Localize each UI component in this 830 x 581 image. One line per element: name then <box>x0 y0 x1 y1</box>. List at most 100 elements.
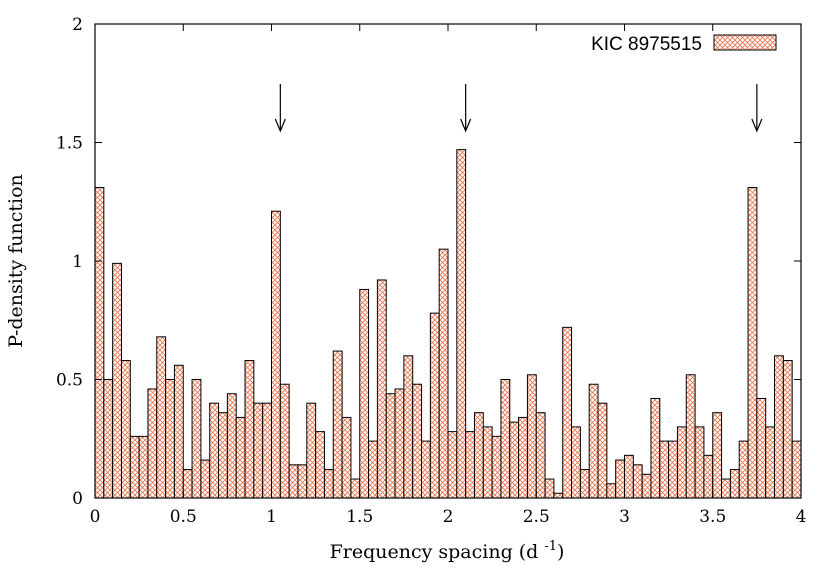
bar <box>218 412 228 499</box>
bar <box>173 364 184 499</box>
bar <box>518 416 528 499</box>
y-tick-label: 0.5 <box>56 371 83 391</box>
arrow-head <box>751 118 763 133</box>
bar <box>438 248 449 499</box>
bar <box>156 336 167 499</box>
bar <box>721 478 731 499</box>
bar <box>544 478 555 499</box>
bar <box>359 288 370 499</box>
bar <box>244 360 255 499</box>
bar <box>632 464 643 499</box>
bar <box>350 478 361 499</box>
x-axis-title-main: Frequency spacing (d <box>330 541 539 563</box>
x-axis-title-sup: -1 <box>544 539 557 554</box>
y-tick-label: 1 <box>72 252 83 272</box>
bar <box>235 416 246 499</box>
bar <box>729 469 740 499</box>
arrow-head <box>460 118 472 133</box>
x-tick-label: 1 <box>266 507 277 527</box>
bar <box>703 454 714 499</box>
bar <box>412 383 423 499</box>
bar <box>756 397 767 499</box>
bar <box>165 379 175 499</box>
bar <box>447 431 458 499</box>
bar <box>500 379 511 499</box>
bar <box>376 279 387 499</box>
bar <box>712 412 723 499</box>
bar <box>694 426 705 499</box>
x-tick-label: 0 <box>90 507 101 527</box>
bar <box>668 440 678 499</box>
y-ticks: 0 0.5 1 1.5 2 <box>56 15 801 509</box>
bar <box>262 402 272 499</box>
bar <box>147 388 158 499</box>
bar <box>606 483 617 499</box>
bar <box>650 397 661 499</box>
bar <box>473 412 484 499</box>
bar <box>571 426 581 499</box>
x-ticks: 0 0.5 1 1.5 2 2.5 3 3.5 4 <box>90 24 807 527</box>
bar <box>579 469 590 499</box>
bar <box>271 210 281 499</box>
bar <box>624 454 634 499</box>
bar <box>209 402 220 499</box>
bar <box>103 379 114 499</box>
bars-group <box>94 149 802 499</box>
arrow-annotations <box>274 84 763 133</box>
bar <box>791 440 802 499</box>
bar <box>279 383 290 499</box>
bar <box>685 374 696 499</box>
x-tick-label: 2 <box>443 507 454 527</box>
x-tick-label: 3.5 <box>699 507 726 527</box>
bar <box>747 187 758 499</box>
bar <box>562 326 573 499</box>
bar <box>315 431 325 499</box>
bar <box>138 435 149 499</box>
bar <box>385 393 396 499</box>
x-axis-title-close: ) <box>557 541 564 563</box>
bar <box>394 388 405 499</box>
bar <box>526 374 537 499</box>
bar <box>112 262 122 499</box>
bar <box>191 379 202 499</box>
bar <box>456 149 467 499</box>
x-tick-label: 1.5 <box>346 507 373 527</box>
x-tick-label: 3 <box>619 507 630 527</box>
bar <box>323 469 334 499</box>
bar <box>553 492 564 499</box>
bar <box>765 426 776 499</box>
legend-swatch <box>713 34 777 51</box>
x-tick-label: 4 <box>796 507 807 527</box>
bar <box>774 355 784 499</box>
bar <box>421 440 431 499</box>
bar <box>306 402 317 499</box>
bar <box>535 412 546 499</box>
bar <box>226 393 237 499</box>
y-tick-label: 0 <box>72 489 83 509</box>
bar <box>288 464 299 499</box>
bar <box>588 383 599 499</box>
bar <box>94 187 105 499</box>
bar <box>129 435 140 499</box>
arrow-head <box>274 118 286 133</box>
y-axis-title: P-density function <box>5 174 27 348</box>
bar <box>491 435 502 499</box>
bar <box>482 426 493 499</box>
bar <box>615 459 625 499</box>
bar <box>782 360 793 499</box>
bar <box>403 355 414 499</box>
bar <box>120 360 131 499</box>
bar <box>641 473 652 499</box>
bar <box>182 469 193 499</box>
bar <box>297 464 308 499</box>
x-axis-title: Frequency spacing (d -1) <box>330 539 565 563</box>
bar <box>368 440 378 499</box>
legend: KIC 8975515 <box>591 34 777 55</box>
bar <box>253 402 264 499</box>
bar <box>659 440 670 499</box>
bar <box>332 350 343 499</box>
bar <box>200 459 211 499</box>
x-tick-label: 0.5 <box>170 507 197 527</box>
bar <box>597 402 608 499</box>
